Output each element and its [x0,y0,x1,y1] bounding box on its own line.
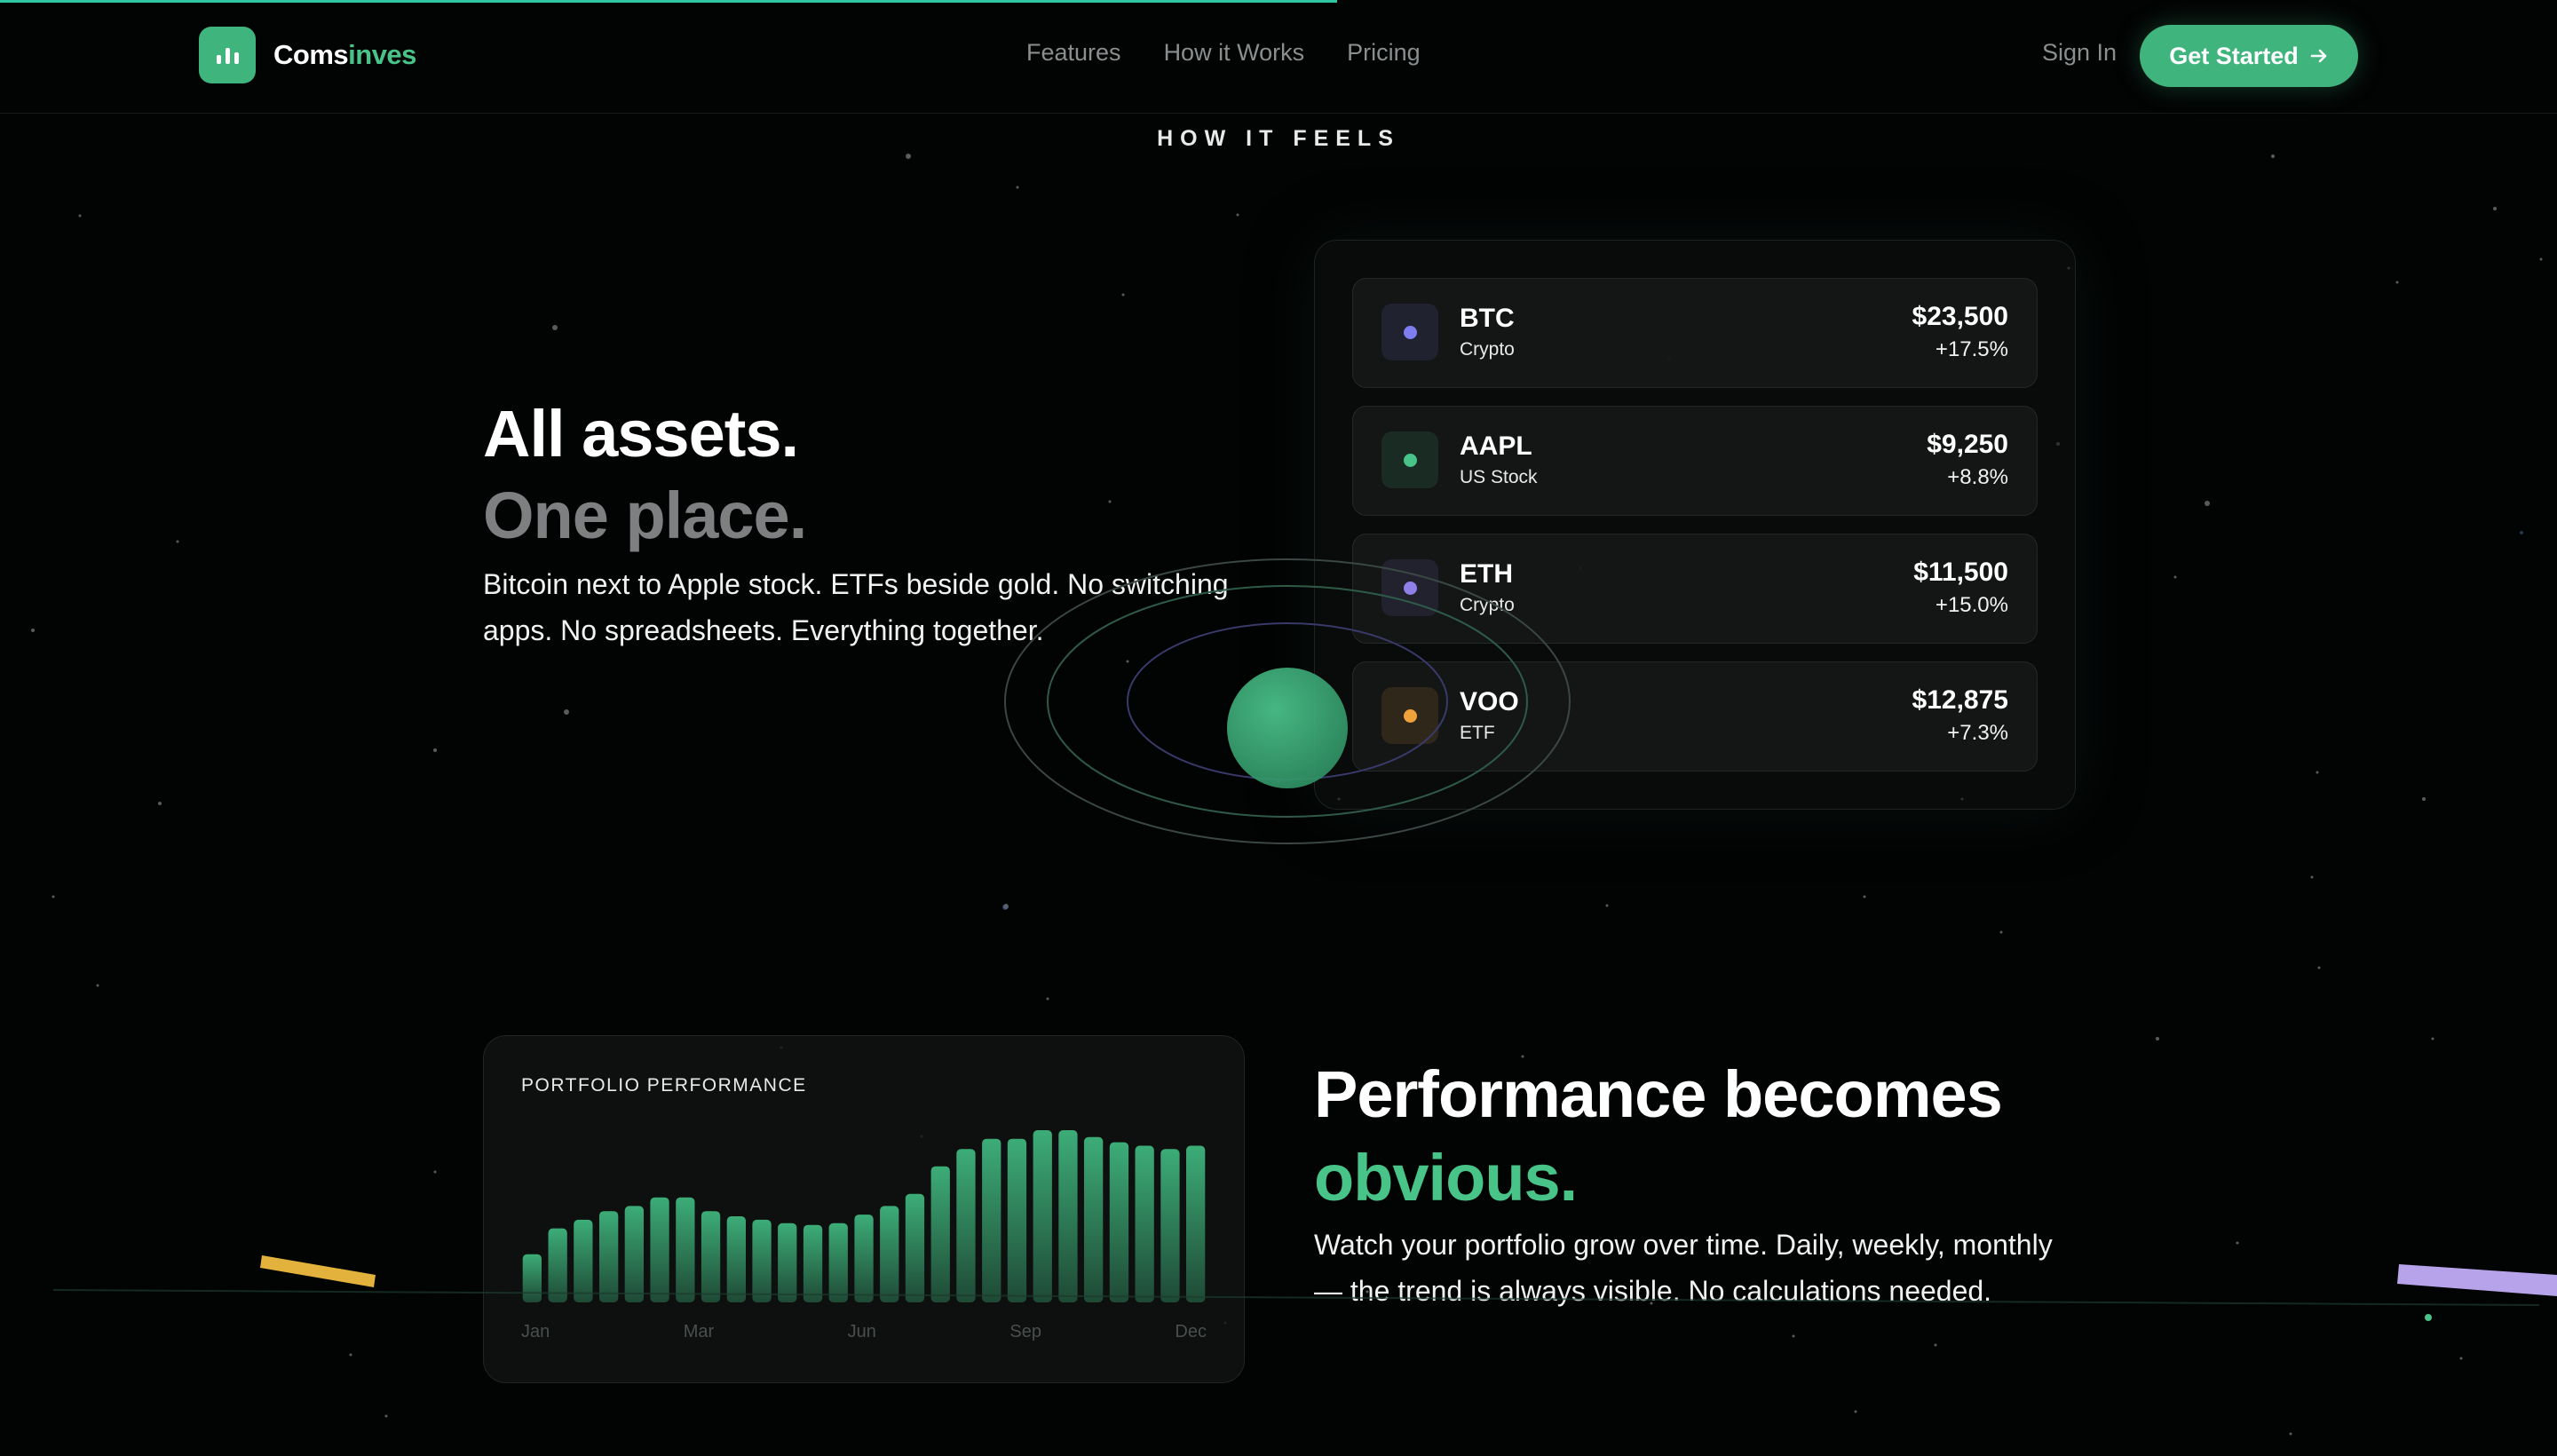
chart-bar [778,1223,797,1302]
chart-bar [1109,1142,1129,1302]
brand-name-part1: Coms [273,39,349,70]
asset-card-btc[interactable]: BTC Crypto $23,500 +17.5% [1352,278,2038,388]
asset-dot-icon [1381,304,1438,360]
bar-chart-icon [199,27,256,83]
chart-bar [1135,1145,1154,1302]
x-tick-label: Jan [521,1322,550,1341]
x-tick-label: Dec [1175,1322,1207,1341]
nav-item-pricing[interactable]: Pricing [1347,39,1421,66]
chart-bar [1084,1136,1104,1302]
chart-bar [726,1216,746,1302]
brand-name: Comsinves [273,39,416,71]
chart-bar [599,1211,619,1302]
chart-bar [905,1193,925,1302]
assets-headline-line1: All assets. [483,397,799,471]
assets-headline-line2: One place. [483,479,807,552]
chart-bar [574,1219,593,1302]
asset-type: US Stock [1460,467,1538,487]
asset-change: +17.5% [1935,337,2008,361]
nav-item-how-it-works[interactable]: How it Works [1163,39,1305,66]
chart-bar [548,1228,567,1302]
chart-bar [828,1223,848,1302]
chart-bar [1186,1145,1206,1302]
chart-bar [752,1219,772,1302]
nav-item-features[interactable]: Features [1026,39,1121,66]
asset-change: +7.3% [1947,721,2008,745]
chart-bar [854,1215,874,1302]
performance-headline-line2: obvious. [1314,1141,1578,1215]
performance-headline-line1: Performance becomes [1314,1057,2003,1131]
asset-type: Crypto [1460,339,1515,360]
chart-bar [880,1206,899,1302]
x-axis-labels: Jan Mar Jun Sep Dec [521,1322,1207,1342]
chart-bar [982,1138,1001,1302]
performance-bar-chart [522,1130,1206,1302]
chart-bar [803,1224,823,1302]
asset-change: +8.8% [1947,465,2008,489]
chart-bar [1033,1130,1052,1302]
portfolio-performance-card: PORTFOLIO PERFORMANCE Jan Mar Jun Sep Dec [483,1035,1245,1383]
asset-card-aapl[interactable]: AAPL US Stock $9,250 +8.8% [1352,406,2038,516]
asset-price: $11,500 [1913,558,2008,587]
x-tick-label: Jun [847,1322,876,1341]
asset-symbol: ETH [1460,559,1513,589]
asset-card-eth[interactable]: ETH Crypto $11,500 +15.0% [1352,534,2038,644]
get-started-button[interactable]: Get Started [2140,25,2358,87]
chart-bar [650,1197,669,1302]
asset-price: $9,250 [1927,430,2008,459]
asset-symbol: VOO [1460,687,1519,716]
chart-bar [701,1211,721,1302]
brand-name-part2: inves [348,39,416,70]
assets-paragraph: Bitcoin next to Apple stock. ETFs beside… [483,568,1229,646]
site-header: Comsinves Features How it Works Pricing … [0,0,2557,114]
arrow-right-icon [2310,49,2327,63]
x-tick-label: Mar [683,1322,715,1341]
asset-symbol: BTC [1460,304,1515,333]
chart-bar [624,1206,644,1302]
asset-card-voo[interactable]: VOO ETF $12,875 +7.3% [1352,661,2038,772]
main-nav: Features How it Works Pricing [1026,39,1421,67]
chart-bar [1160,1149,1180,1302]
performance-card-title: PORTFOLIO PERFORMANCE [521,1075,807,1096]
get-started-label: Get Started [2169,42,2299,69]
asset-dot-icon [1381,687,1438,744]
orbit-graphic [1004,558,1571,844]
chart-bar [1058,1130,1078,1302]
brand-logo[interactable]: Comsinves [199,27,416,83]
asset-symbol: AAPL [1460,431,1532,461]
chart-bar [522,1254,542,1302]
chart-bar [676,1197,695,1302]
asset-change: +15.0% [1935,593,2008,617]
chart-bar [930,1166,950,1302]
performance-paragraph: Watch your portfolio grow over time. Dai… [1314,1229,2053,1307]
chart-bar [956,1149,976,1302]
asset-type: Crypto [1460,595,1515,615]
assets-panel: BTC Crypto $23,500 +17.5% AAPL US Stock … [1314,240,2076,810]
chart-bar [1007,1138,1027,1302]
sign-in-link[interactable]: Sign In [2042,39,2118,66]
asset-dot-icon [1381,431,1438,488]
asset-price: $12,875 [1912,685,2008,715]
x-tick-label: Sep [1009,1322,1041,1341]
scroll-progress-bar [0,0,1337,3]
asset-type: ETF [1460,723,1495,743]
section-label: HOW IT FEELS [1157,126,1400,151]
asset-price: $23,500 [1912,302,2008,331]
